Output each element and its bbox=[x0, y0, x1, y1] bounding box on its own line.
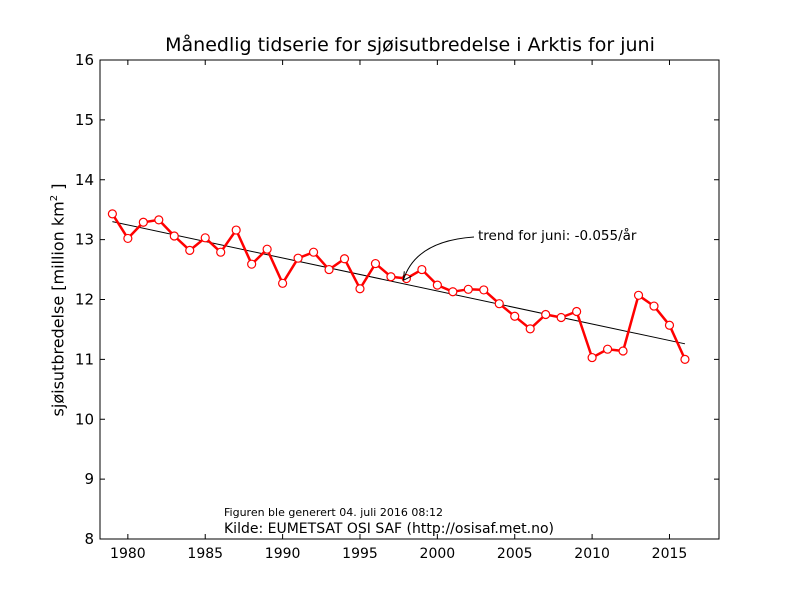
data-point bbox=[479, 285, 489, 295]
y-tick-label: 8 bbox=[84, 530, 94, 548]
data-point bbox=[262, 244, 272, 254]
data-point bbox=[602, 344, 613, 354]
data-point bbox=[556, 312, 566, 323]
y-tick-label: 14 bbox=[75, 171, 94, 189]
data-point bbox=[339, 254, 350, 264]
y-tick-label: 15 bbox=[75, 111, 94, 129]
data-point bbox=[618, 346, 628, 356]
data-point bbox=[417, 264, 427, 275]
x-tick-label: 2005 bbox=[497, 546, 533, 562]
data-point bbox=[169, 231, 179, 241]
y-tick-label: 12 bbox=[75, 291, 94, 309]
plot-area bbox=[99, 59, 720, 540]
data-point bbox=[355, 284, 365, 294]
x-tick-label: 2000 bbox=[420, 546, 456, 562]
data-point bbox=[649, 301, 659, 311]
series-layer bbox=[107, 209, 690, 364]
data-point bbox=[185, 245, 195, 256]
data-point bbox=[510, 311, 520, 321]
chart-title: Månedlig tidserie for sjøisutbredelse i … bbox=[165, 34, 655, 56]
data-point bbox=[448, 287, 458, 297]
y-tick-label: 16 bbox=[75, 51, 94, 69]
data-point bbox=[680, 354, 690, 364]
y-tick-label: 9 bbox=[84, 470, 94, 488]
x-tick-label: 2010 bbox=[574, 546, 610, 562]
trend-layer bbox=[112, 221, 686, 345]
data-point bbox=[247, 259, 257, 269]
data-point bbox=[587, 352, 597, 363]
data-point bbox=[386, 272, 396, 282]
data-point bbox=[370, 258, 381, 269]
data-point bbox=[138, 217, 148, 227]
source-note: Kilde: EUMETSAT OSI SAF (http://osisaf.m… bbox=[224, 521, 554, 537]
annotation-arrow bbox=[402, 236, 475, 281]
data-point bbox=[216, 247, 226, 257]
trend-line bbox=[112, 221, 686, 345]
data-point bbox=[308, 247, 319, 257]
data-point bbox=[107, 209, 117, 219]
data-point bbox=[293, 253, 303, 263]
x-tick-label: 2015 bbox=[652, 546, 688, 562]
data-point bbox=[200, 233, 210, 243]
data-point bbox=[278, 278, 288, 288]
y-tick-label: 11 bbox=[75, 350, 94, 368]
data-point bbox=[664, 320, 675, 330]
data-point bbox=[432, 280, 442, 290]
x-tick-label: 1995 bbox=[342, 546, 378, 562]
data-point bbox=[123, 233, 133, 244]
data-point bbox=[572, 306, 582, 317]
trend-annotation-text: trend for juni: -0.055/år bbox=[478, 227, 637, 244]
y-tick-label: 10 bbox=[75, 410, 94, 428]
x-tick-label: 1985 bbox=[187, 546, 223, 562]
data-point bbox=[494, 299, 504, 309]
data-point bbox=[541, 309, 551, 320]
x-tick-label: 1990 bbox=[265, 546, 301, 562]
data-point bbox=[633, 290, 644, 300]
x-tick-label: 1980 bbox=[110, 546, 146, 562]
axis-ticks: 1980 1985 1990 1995 2000 2005 2010 2015 8 9 10 11 12… bbox=[75, 51, 719, 562]
data-point bbox=[463, 284, 473, 294]
data-point bbox=[525, 324, 535, 334]
data-point bbox=[154, 215, 164, 225]
y-tick-label: 13 bbox=[75, 231, 94, 249]
annotation-layer: trend for juni: -0.055/år bbox=[402, 227, 637, 281]
data-point bbox=[324, 264, 334, 275]
generated-note: Figuren ble generert 04. juli 2016 08:12 bbox=[224, 506, 444, 519]
annotation-arrowhead bbox=[402, 271, 412, 281]
data-point bbox=[231, 225, 241, 235]
